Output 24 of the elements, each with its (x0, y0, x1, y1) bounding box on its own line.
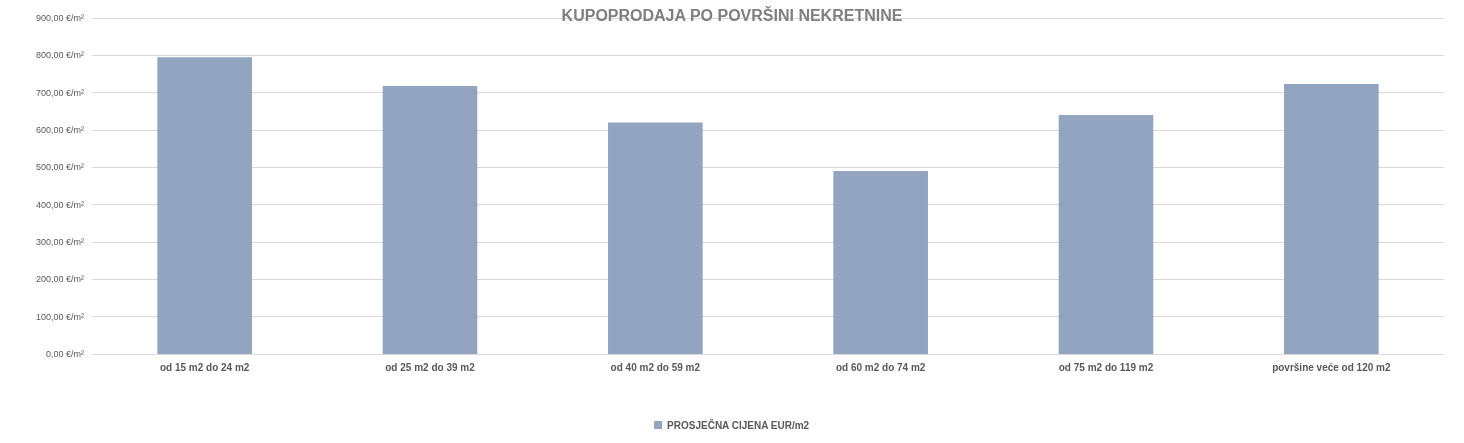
x-tick-label: od 75 m2 do 119 m2 (1058, 361, 1154, 373)
legend-label: PROSJEČNA CIJENA EUR/m2 (667, 418, 810, 431)
bar (157, 57, 252, 354)
x-tick-label: od 40 m2 do 59 m2 (610, 361, 701, 373)
y-tick-label: 600,00 €/m² (35, 125, 84, 135)
bar (1284, 84, 1379, 354)
bar (1058, 115, 1154, 354)
bar (382, 85, 478, 354)
y-tick-label: 500,00 €/m² (35, 162, 84, 173)
chart-title: KUPOPRODAJA PO POVRŠINI NEKRETNINE (561, 5, 903, 24)
y-tick-label: 300,00 €/m² (35, 237, 84, 247)
y-tick-label: 0,00 €/m² (45, 349, 84, 359)
x-tick-label: od 25 m2 do 39 m2 (385, 361, 476, 373)
y-tick-label: 100,00 €/m² (35, 311, 84, 322)
y-tick-label: 800,00 €/m² (35, 50, 84, 61)
y-tick-label: 400,00 €/m² (35, 199, 84, 210)
bar (608, 122, 703, 354)
x-tick-label: površine veće od 120 m2 (1272, 361, 1391, 373)
y-tick-label: 700,00 €/m² (35, 87, 84, 98)
x-tick-label: od 15 m2 do 24 m2 (159, 361, 250, 373)
x-tick-label: od 60 m2 do 74 m2 (835, 361, 926, 373)
y-tick-label: 900,00 €/m² (35, 13, 84, 23)
y-tick-label: 200,00 €/m² (35, 274, 84, 285)
bar (833, 171, 928, 354)
